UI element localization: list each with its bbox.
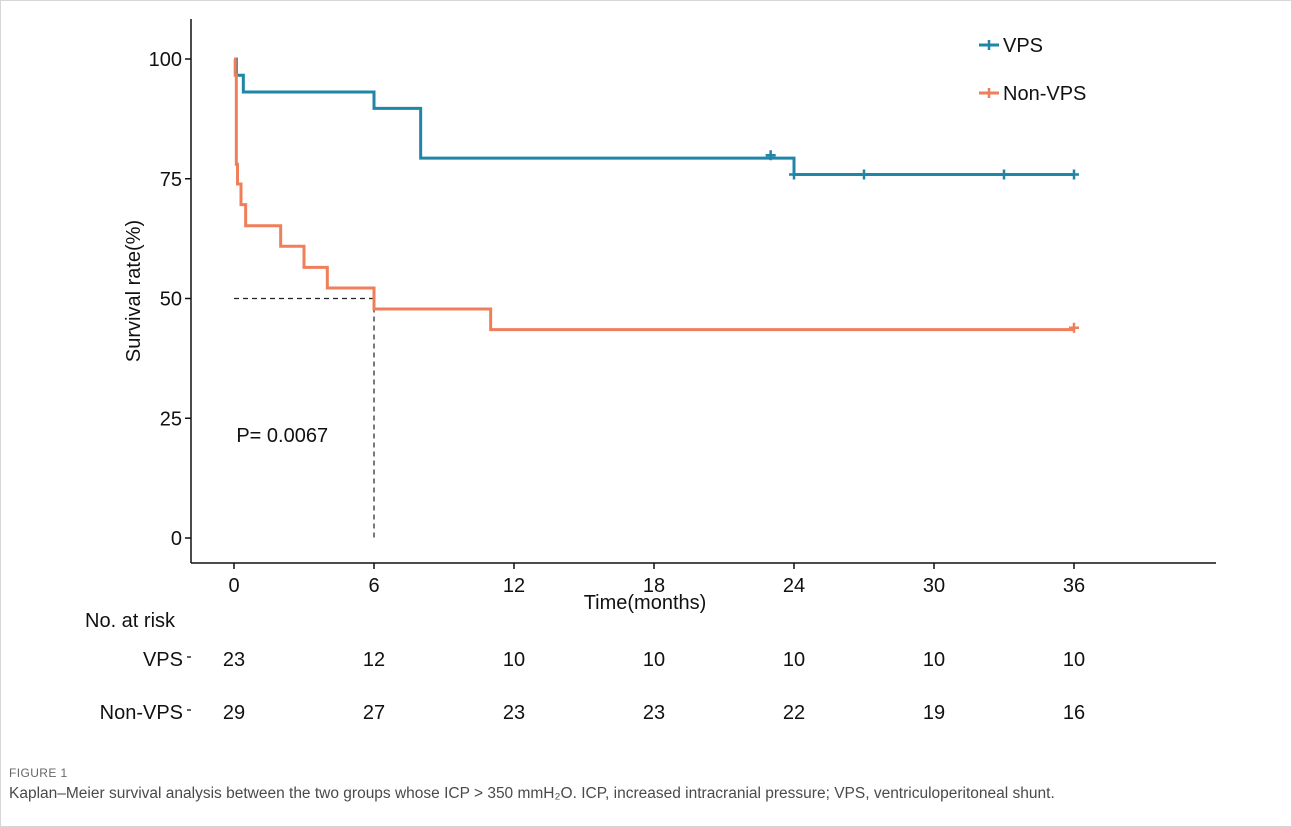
censor-mark-vps-2 [859,169,869,180]
risk-row-label-non-vps: Non-VPS [100,702,183,724]
censor-mark-non-vps-0 [1069,322,1079,333]
risk-count-vps-0: 23 [223,649,245,671]
figure-caption: Kaplan–Meier survival analysis between t… [9,785,1055,802]
y-tick-label-100: 100 [149,49,182,71]
risk-count-non-vps-0: 29 [223,702,245,724]
risk-count-vps-24: 10 [783,649,805,671]
risk-table: No. at risk VPS 23 12 10 10 10 10 10 Non-VPS 29 2… [85,610,1085,724]
legend-item-non-vps: Non-VPS [979,83,1086,105]
risk-count-non-vps-18: 23 [643,702,665,724]
risk-count-non-vps-6: 27 [363,702,385,724]
survival-curves [233,57,1079,333]
figure-label: FIGURE 1 [9,766,68,780]
risk-count-vps-12: 10 [503,649,525,671]
km-plot: 0 25 50 75 100 0 6 12 18 24 30 36 Time(months) Sur… [85,19,1216,724]
y-axis-label: Survival rate(%) [123,220,145,362]
risk-count-non-vps-30: 19 [923,702,945,724]
risk-table-title: No. at risk [85,610,176,632]
risk-count-vps-36: 10 [1063,649,1085,671]
y-tick-label-75: 75 [160,169,182,191]
x-tick-label-12: 12 [503,575,525,597]
censor-mark-vps-4 [1069,169,1079,180]
x-tick-label-6: 6 [368,575,379,597]
censor-mark-vps-3 [999,169,1009,180]
legend-label-vps: VPS [1003,35,1043,57]
risk-count-non-vps-36: 16 [1063,702,1085,724]
x-ticks: 0 6 12 18 24 30 36 [228,563,1085,597]
survival-curve-vps [234,57,1074,176]
censor-mark-vps-0 [765,150,776,161]
figure-caption-block: FIGURE 1 Kaplan–Meier survival analysis … [9,766,1285,804]
y-tick-label-25: 25 [160,408,182,430]
x-tick-label-24: 24 [783,575,805,597]
x-tick-label-18: 18 [643,575,665,597]
risk-row-non-vps: Non-VPS 29 27 23 23 22 19 16 [100,702,1086,724]
y-tick-label-50: 50 [160,289,182,311]
median-reference-lines [234,297,375,538]
risk-count-vps-30: 10 [923,649,945,671]
y-ticks: 0 25 50 75 100 [149,49,191,550]
x-tick-label-36: 36 [1063,575,1085,597]
censor-mark-vps-1 [789,169,799,180]
risk-row-label-vps: VPS [143,649,183,671]
risk-row-vps: VPS 23 12 10 10 10 10 10 [143,649,1085,671]
risk-count-vps-18: 10 [643,649,665,671]
axes [190,19,1216,564]
legend-label-non-vps: Non-VPS [1003,83,1086,105]
legend-item-vps: VPS [979,35,1043,57]
survival-curve-non-vps [233,57,1074,332]
legend: VPS Non-VPS [979,35,1086,105]
x-tick-label-0: 0 [228,575,239,597]
risk-count-non-vps-24: 22 [783,702,805,724]
x-axis-label: Time(months) [584,592,707,614]
x-tick-label-30: 30 [923,575,945,597]
risk-count-non-vps-12: 23 [503,702,525,724]
y-tick-label-0: 0 [171,528,182,550]
p-value-annotation: P= 0.0067 [236,425,328,447]
risk-count-vps-6: 12 [363,649,385,671]
